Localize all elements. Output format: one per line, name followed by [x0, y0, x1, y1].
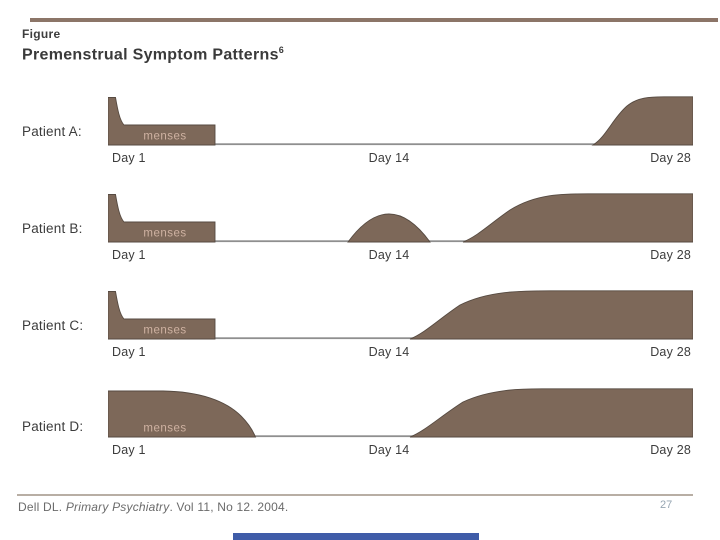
symptom-area [108, 291, 216, 340]
citation: Dell DL. Primary Psychiatry. Vol 11, No … [18, 500, 288, 514]
patient-b-label: Patient B: [22, 221, 83, 236]
axis-baseline [108, 435, 693, 438]
day-1-label: Day 1 [112, 151, 146, 165]
patient-b-chart: menses [108, 193, 693, 243]
patient-c-axis-labels: Day 1 Day 14 Day 28 [108, 345, 693, 361]
day-28-label: Day 28 [650, 248, 691, 262]
symptom-area [108, 97, 216, 146]
patient-b-axis-labels: Day 1 Day 14 Day 28 [108, 248, 693, 264]
axis-baseline [108, 143, 693, 146]
day-28-label: Day 28 [650, 443, 691, 457]
day-28-label: Day 28 [650, 151, 691, 165]
symptom-area [108, 194, 216, 243]
symptom-area [409, 388, 693, 438]
patient-a-chart: menses [108, 96, 693, 146]
axis-baseline [108, 337, 693, 340]
patient-d-chart: menses [108, 388, 693, 438]
symptom-area [108, 390, 257, 438]
page-title: Premenstrual Symptom Patterns6 [22, 45, 284, 64]
patient-c-label: Patient C: [22, 318, 84, 333]
top-accent-bar [30, 18, 718, 22]
patient-a-label: Patient A: [22, 124, 82, 139]
symptom-area [462, 193, 693, 243]
symptom-area [347, 213, 431, 243]
day-28-label: Day 28 [650, 345, 691, 359]
symptom-area [591, 96, 693, 146]
page-title-text: Premenstrual Symptom Patterns [22, 46, 279, 64]
symptom-area [409, 290, 693, 340]
day-14-label: Day 14 [368, 151, 410, 165]
day-14-label: Day 14 [368, 345, 410, 359]
citation-journal: Primary Psychiatry [65, 500, 170, 514]
day-14-label: Day 14 [368, 443, 410, 457]
day-1-label: Day 1 [112, 345, 146, 359]
citation-authors: Dell DL. [18, 500, 66, 514]
patient-d-label: Patient D: [22, 419, 84, 434]
page-number: 27 [660, 499, 673, 511]
day-14-label: Day 14 [368, 248, 410, 262]
menses-label: menses [143, 228, 186, 240]
day-1-label: Day 1 [112, 443, 146, 457]
patient-d-axis-labels: Day 1 Day 14 Day 28 [108, 443, 693, 459]
patient-a-axis-labels: Day 1 Day 14 Day 28 [108, 151, 693, 167]
menses-label: menses [143, 131, 186, 143]
patient-c-chart: menses [108, 290, 693, 340]
bottom-accent-bar [233, 533, 479, 540]
figure-kicker: Figure [22, 27, 61, 41]
citation-divider-line [17, 494, 693, 496]
menses-label: menses [143, 423, 186, 435]
citation-volume: . Vol 11, No 12. 2004. [169, 500, 289, 514]
day-1-label: Day 1 [112, 248, 146, 262]
page-title-superscript: 6 [278, 45, 285, 55]
menses-label: menses [143, 325, 186, 337]
